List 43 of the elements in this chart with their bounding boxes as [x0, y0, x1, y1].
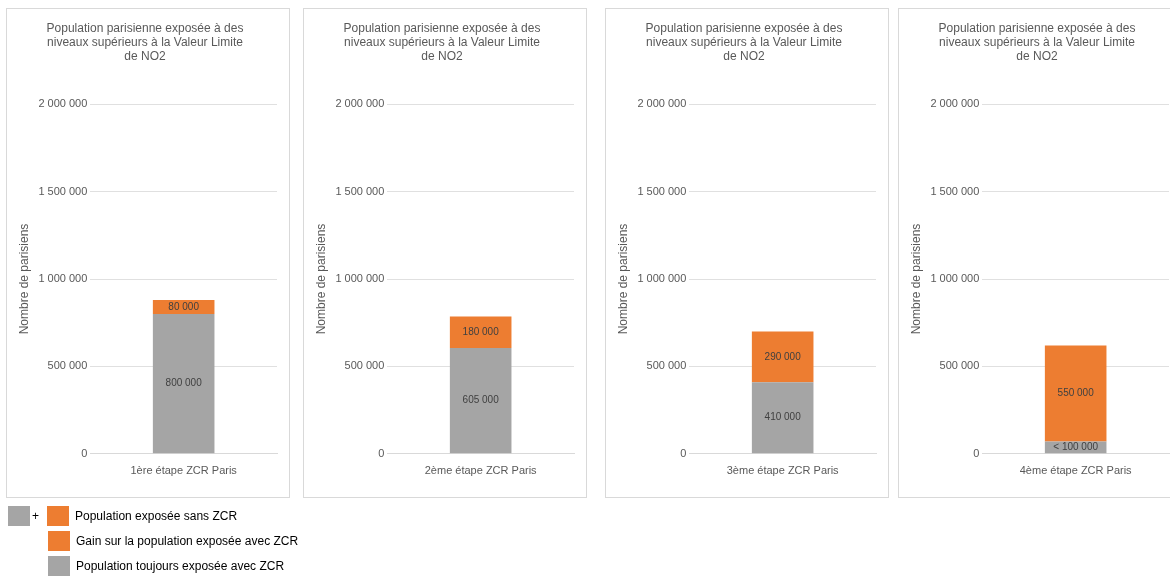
- y-tick-label: 0: [973, 446, 980, 459]
- y-tick-label: 1 000 000: [930, 272, 980, 285]
- y-tick-label: 0: [680, 446, 687, 459]
- y-tick-label: 2 000 000: [930, 97, 980, 110]
- data-label: < 100 000: [1053, 441, 1099, 453]
- y-tick-label: 2 000 000: [38, 97, 88, 110]
- y-tick-label: 500 000: [344, 359, 385, 372]
- y-tick-label: 0: [81, 446, 88, 459]
- legend-label: Population toujours exposée avec ZCR: [76, 558, 285, 573]
- y-axis-title: Nombre de parisiens: [908, 223, 923, 335]
- data-label: 550 000: [1057, 387, 1095, 399]
- data-label: 605 000: [462, 394, 500, 406]
- y-tick-label: 2 000 000: [335, 97, 385, 110]
- chart-title: Population parisienne exposée à des niveaux supérieurs à la Valeur Limite de NO2: [938, 20, 1136, 64]
- y-axis-title: Nombre de parisiens: [313, 223, 328, 335]
- data-label: 180 000: [462, 326, 500, 338]
- data-label: 800 000: [165, 377, 203, 389]
- y-tick-label: 500 000: [646, 359, 687, 372]
- data-label: 290 000: [764, 350, 802, 362]
- x-tick-label: 2ème étape ZCR Paris: [424, 464, 538, 477]
- y-axis-title: Nombre de parisiens: [615, 223, 630, 335]
- x-tick-label: 4ème étape ZCR Paris: [1019, 464, 1133, 477]
- y-tick-label: 500 000: [939, 359, 980, 372]
- y-tick-label: 2 000 000: [637, 97, 687, 110]
- y-tick-label: 1 500 000: [637, 184, 687, 197]
- y-tick-label: 1 000 000: [637, 272, 687, 285]
- y-tick-label: 1 500 000: [38, 184, 88, 197]
- y-tick-label: 1 000 000: [335, 272, 385, 285]
- x-tick-label: 3ème étape ZCR Paris: [726, 464, 840, 477]
- y-tick-label: 500 000: [47, 359, 88, 372]
- data-label: 80 000: [168, 300, 200, 312]
- x-tick-label: 1ère étape ZCR Paris: [130, 464, 238, 477]
- chart-title: Population parisienne exposée à des niveaux supérieurs à la Valeur Limite de NO2: [645, 20, 843, 64]
- y-axis-title: Nombre de parisiens: [16, 223, 31, 335]
- y-tick-label: 1 500 000: [335, 184, 385, 197]
- data-label: 410 000: [764, 411, 802, 423]
- y-tick-label: 0: [378, 446, 385, 459]
- y-tick-label: 1 000 000: [38, 272, 88, 285]
- y-tick-label: 1 500 000: [930, 184, 980, 197]
- chart-title: Population parisienne exposée à des niveaux supérieurs à la Valeur Limite de NO2: [46, 20, 244, 64]
- chart-title: Population parisienne exposée à des niveaux supérieurs à la Valeur Limite de NO2: [343, 20, 541, 64]
- text: Population exposée sans ZCR: [75, 508, 238, 523]
- legend-label: Gain sur la population exposée avec ZCR: [76, 533, 299, 548]
